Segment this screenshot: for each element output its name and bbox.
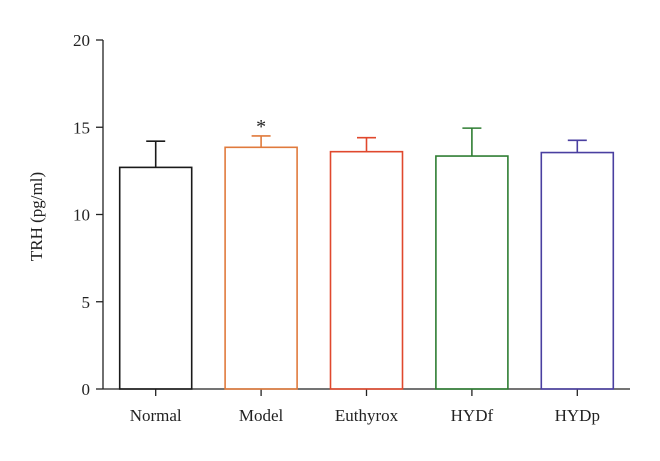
y-tick-label: 15: [73, 118, 90, 137]
bar-hydf: [435, 155, 509, 390]
x-tick-label-hydp: HYDp: [555, 406, 600, 425]
x-tick-label-normal: Normal: [130, 406, 182, 425]
axes: 0 5 10 15 20 Normal Model Euthyrox HYDf HYDp: [73, 31, 630, 425]
y-tick-label: 10: [73, 206, 90, 225]
y-tick-label: 20: [73, 31, 90, 50]
bar-hydp: [540, 151, 615, 390]
bars-group: *: [118, 116, 615, 390]
significance-marker: *: [256, 116, 266, 138]
x-tick-label-euthyrox: Euthyrox: [335, 406, 399, 425]
bar-euthyrox: [329, 150, 404, 390]
bar-normal: [118, 166, 193, 390]
bar-model: [224, 146, 298, 390]
y-axis-title: TRH (pg/ml): [27, 172, 46, 261]
y-tick-label: 0: [82, 380, 91, 399]
x-tick-label-hydf: HYDf: [451, 406, 494, 425]
x-tick-label-model: Model: [239, 406, 284, 425]
y-tick-label: 5: [82, 293, 91, 312]
